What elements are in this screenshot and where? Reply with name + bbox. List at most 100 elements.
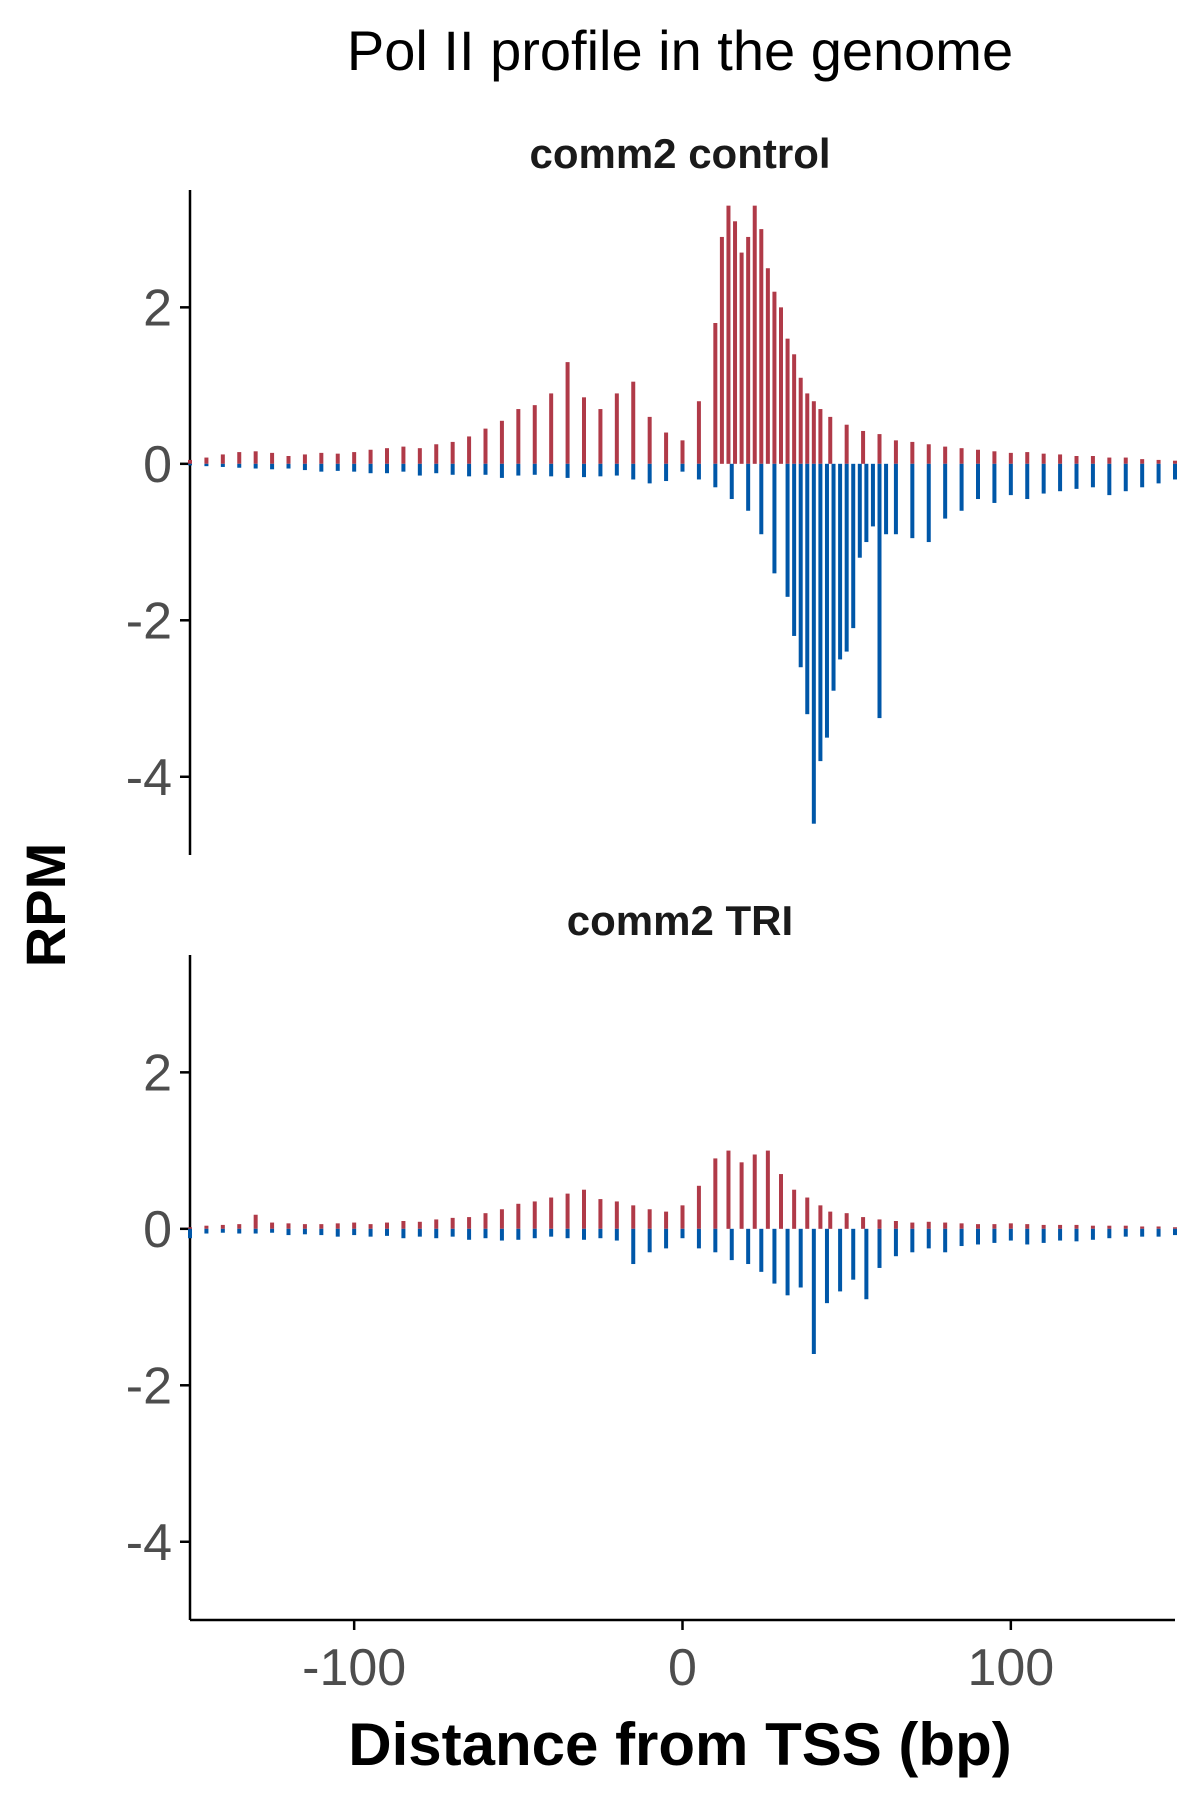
bar-s0 xyxy=(772,291,777,464)
bar-s1 xyxy=(631,463,636,480)
bar-s0 xyxy=(1041,1224,1046,1229)
bar-s0 xyxy=(467,436,472,464)
bar-s1 xyxy=(1156,463,1161,484)
bar-s1 xyxy=(696,463,701,480)
bar-s1 xyxy=(844,463,849,652)
bar-s1 xyxy=(319,463,324,472)
y-tick-label: -4 xyxy=(126,749,172,807)
bar-s1 xyxy=(729,463,734,500)
bar-s0 xyxy=(844,424,849,464)
bar-s0 xyxy=(680,440,685,464)
bar-s1 xyxy=(368,463,373,474)
bar-s0 xyxy=(253,1214,258,1229)
bar-s0 xyxy=(253,451,258,464)
bar-s1 xyxy=(664,1228,669,1249)
bar-s1 xyxy=(385,1228,389,1236)
bar-s1 xyxy=(910,1228,915,1253)
bar-s0 xyxy=(805,393,810,464)
bar-s1 xyxy=(992,463,997,503)
bar-s1 xyxy=(417,463,422,476)
bar-s0 xyxy=(220,454,225,464)
bar-s0 xyxy=(237,1224,242,1229)
bar-s0 xyxy=(368,1224,373,1229)
bar-s1 xyxy=(565,463,570,478)
panel-label-control: comm2 control xyxy=(529,130,830,177)
bar-s0 xyxy=(237,452,242,464)
bar-s1 xyxy=(785,1228,790,1296)
bar-s0 xyxy=(943,1222,948,1229)
bar-s1 xyxy=(1173,463,1177,480)
bar-s1 xyxy=(926,1228,931,1249)
bar-s0 xyxy=(861,430,866,464)
bar-s0 xyxy=(792,1189,797,1229)
bar-s0 xyxy=(1074,1224,1079,1229)
bar-s1 xyxy=(959,1228,964,1247)
bar-s0 xyxy=(1123,1225,1128,1229)
bar-s1 xyxy=(302,1228,307,1235)
bar-s1 xyxy=(434,463,439,474)
bar-s0 xyxy=(992,451,997,464)
bar-s0 xyxy=(302,454,307,464)
bar-s0 xyxy=(752,205,757,464)
bar-s0 xyxy=(877,434,882,464)
bar-s0 xyxy=(765,268,770,464)
bar-s0 xyxy=(893,1221,898,1229)
bar-s1 xyxy=(851,463,856,629)
bar-s0 xyxy=(713,1158,718,1229)
bar-s1 xyxy=(1156,1228,1161,1237)
bar-s0 xyxy=(598,409,603,464)
bar-s1 xyxy=(450,1228,455,1237)
bar-s1 xyxy=(713,463,718,488)
bar-s0 xyxy=(805,1197,810,1229)
bar-s1 xyxy=(696,1228,701,1249)
bar-s1 xyxy=(549,463,554,477)
panel-1: 2 0 -2 -4 -100 0 100 xyxy=(126,955,1177,1697)
bar-s1 xyxy=(805,463,810,715)
bar-s0 xyxy=(696,1185,701,1229)
bar-s1 xyxy=(1090,463,1095,488)
bar-s0 xyxy=(450,441,455,464)
bar-s0 xyxy=(565,1193,570,1229)
bar-s0 xyxy=(726,1150,731,1229)
bar-s1 xyxy=(772,1228,777,1284)
bar-s0 xyxy=(818,409,823,464)
bar-s0 xyxy=(765,1150,770,1229)
bar-s0 xyxy=(516,1203,521,1229)
bar-s1 xyxy=(335,1228,340,1237)
bar-s1 xyxy=(838,463,843,660)
bar-s1 xyxy=(818,463,823,762)
bar-s0 xyxy=(434,444,439,464)
bar-s0 xyxy=(549,393,554,464)
bar-s0 xyxy=(818,1205,823,1229)
bar-s1 xyxy=(893,1228,898,1257)
y-tick-label: 0 xyxy=(143,1201,172,1259)
bar-s1 xyxy=(237,463,242,468)
bar-s0 xyxy=(828,1211,833,1229)
bar-s1 xyxy=(352,463,357,472)
bar-s0 xyxy=(1156,1226,1161,1229)
bar-s1 xyxy=(417,1228,422,1237)
bar-s1 xyxy=(516,1228,521,1240)
bar-s0 xyxy=(926,444,931,464)
bar-s0 xyxy=(959,448,964,464)
bar-s0 xyxy=(647,1209,652,1229)
bar-s1 xyxy=(598,463,603,477)
y-tick-label: -4 xyxy=(126,1514,172,1572)
bar-s1 xyxy=(499,463,504,478)
bar-s0 xyxy=(664,432,669,464)
bar-s0 xyxy=(417,448,422,464)
y-tick-label: -2 xyxy=(126,1357,172,1415)
bar-s0 xyxy=(1025,452,1030,464)
bar-s1 xyxy=(483,1228,488,1239)
bar-s0 xyxy=(335,453,340,464)
bar-s1 xyxy=(992,1228,997,1243)
bar-s0 xyxy=(483,1213,488,1229)
bar-s1 xyxy=(1025,463,1030,500)
bar-s1 xyxy=(565,1228,570,1239)
bar-s1 xyxy=(253,463,258,469)
bar-s1 xyxy=(302,463,307,471)
bar-s0 xyxy=(499,420,504,464)
bar-s1 xyxy=(759,1228,764,1272)
bar-s1 xyxy=(680,1228,685,1239)
